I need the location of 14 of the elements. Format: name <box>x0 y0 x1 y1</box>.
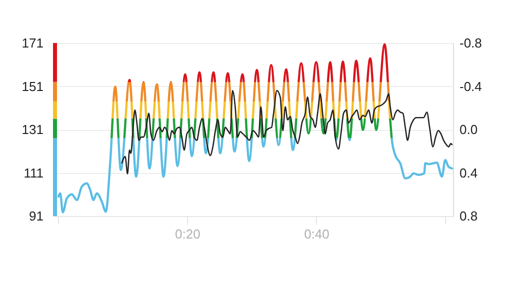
x-tick-label: 0:40 <box>304 226 330 242</box>
x-tick-label: 0:20 <box>175 226 200 242</box>
y-tick-label: 111 <box>24 165 44 180</box>
line-series <box>121 90 453 174</box>
y2-tick-label: -0.8 <box>460 36 482 50</box>
y2-tick-label: 0.4 <box>460 165 478 180</box>
y-tick-label: 131 <box>22 122 44 137</box>
y-tick-label: 171 <box>22 36 44 50</box>
y2-tick-label: 0.8 <box>460 208 478 224</box>
y-tick-label: 151 <box>22 78 44 94</box>
y-tick-label: 91 <box>29 208 44 224</box>
line-series <box>57 43 454 214</box>
y2-tick-label: -0.4 <box>460 78 482 94</box>
y2-tick-label: 0.0 <box>460 122 478 137</box>
